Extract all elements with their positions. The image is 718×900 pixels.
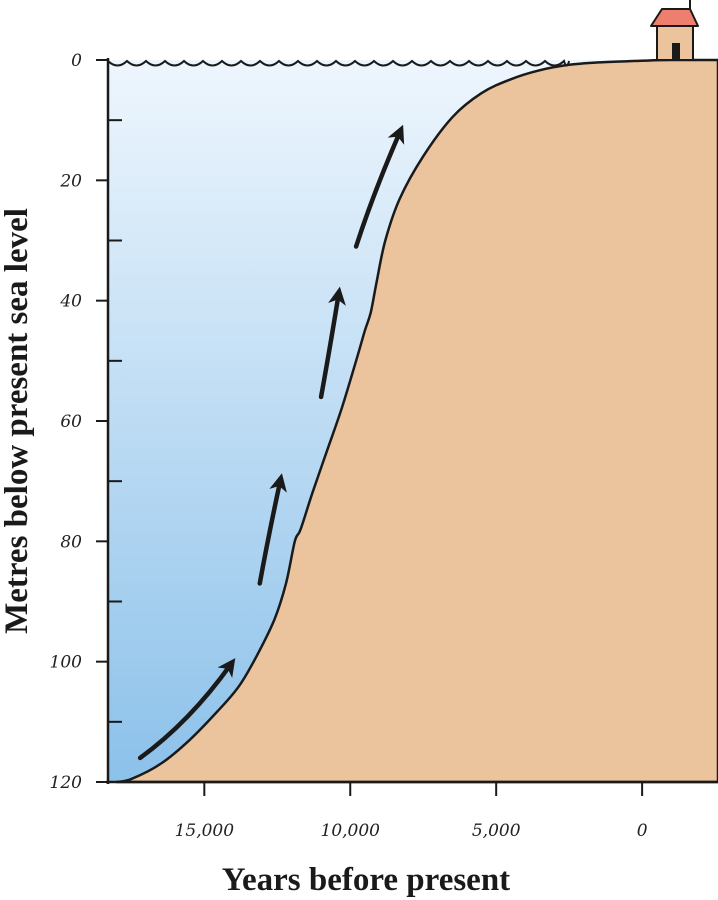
x-tick-label: 15,000 (175, 821, 235, 841)
arrow-2 (257, 473, 287, 586)
rising-arrows (137, 124, 405, 761)
y-tick-label: 120 (50, 773, 83, 793)
y-axis-title: Metres below present sea level (0, 208, 35, 634)
y-tick-label: 100 (50, 653, 83, 673)
y-tick-label: 60 (60, 412, 82, 432)
y-tick-label: 0 (71, 51, 82, 71)
x-axis-title: Years before present (222, 862, 510, 898)
x-ticks: 15,000 10,000 5,000 0 (175, 782, 648, 841)
x-tick-label: 5,000 (472, 821, 521, 841)
arrow-4 (353, 124, 405, 249)
land-area (115, 58, 718, 784)
y-tick-label: 40 (59, 292, 82, 312)
arrow-3 (318, 286, 346, 400)
arrow-1 (137, 658, 236, 761)
wave-line (107, 59, 571, 67)
x-tick-label: 0 (637, 821, 648, 841)
x-tick-label: 10,000 (321, 821, 381, 841)
y-ticks: 0 20 40 60 80 100 120 (50, 51, 122, 793)
house-icon (650, 0, 699, 61)
y-tick-label: 20 (59, 171, 82, 191)
y-tick-label: 80 (60, 532, 82, 552)
